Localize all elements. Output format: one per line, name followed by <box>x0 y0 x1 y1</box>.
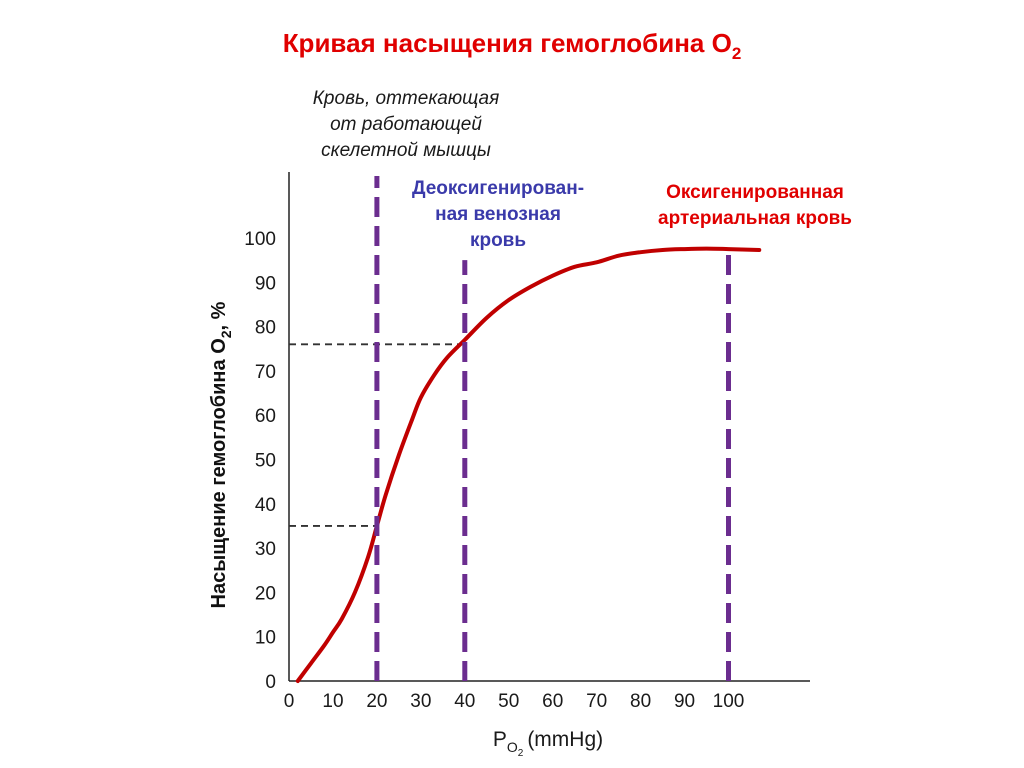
y-axis-label-subscript: 2 <box>218 330 234 338</box>
y-tick-label: 100 <box>244 229 276 250</box>
x-tick-label: 60 <box>542 691 563 712</box>
saturation-curve-layer <box>295 246 762 683</box>
marker-annotation-line: кровь <box>470 230 526 251</box>
tick-labels: 0 10 20 30 40 50 60 70 80 90 100 0 10 20 30 40 50 60 70 80 9… <box>244 229 744 712</box>
marker-annotation: Оксигенированная артериальная кровь <box>658 182 852 229</box>
marker-annotation-line: ная венозная <box>435 204 561 225</box>
annotations: Кровь, оттекающая от работающей скелетной … <box>313 88 852 251</box>
marker-annotation-line: от работающей <box>330 114 482 135</box>
chart-title-subscript: 2 <box>732 44 741 63</box>
x-axis-label-sub: O <box>507 739 518 755</box>
y-tick-label: 60 <box>255 406 276 427</box>
y-tick-label: 10 <box>255 628 276 649</box>
marker-annotation-line: артериальная кровь <box>658 208 852 229</box>
marker-annotation: Кровь, оттекающая от работающей скелетной … <box>313 88 500 161</box>
marker-annotation: Деоксигенирован-ная венозная кровь <box>412 178 584 251</box>
x-tick-label: 90 <box>674 691 695 712</box>
vertical-markers <box>374 175 731 681</box>
x-tick-label: 10 <box>322 691 343 712</box>
x-tick-label: 20 <box>366 691 387 712</box>
chart-title: Кривая насыщения гемоглобина O2 <box>283 28 742 63</box>
marker-annotation-line: скелетной мышцы <box>321 140 491 161</box>
y-tick-label: 0 <box>265 672 276 693</box>
y-tick-label: 20 <box>255 583 276 604</box>
x-tick-label: 50 <box>498 691 519 712</box>
saturation-curve <box>295 246 762 683</box>
x-tick-label: 80 <box>630 691 651 712</box>
x-axis-label: PO2(mmHg) <box>493 728 603 759</box>
y-axis-label-tail: , % <box>208 301 230 330</box>
x-axis-label-tail: (mmHg) <box>527 728 603 751</box>
y-tick-label: 70 <box>255 362 276 383</box>
y-tick-label: 30 <box>255 539 276 560</box>
y-tick-label: 80 <box>255 318 276 339</box>
x-tick-label: 30 <box>410 691 431 712</box>
marker-annotation-line: Кровь, оттекающая <box>313 88 500 109</box>
marker-annotation-line: Оксигенированная <box>666 182 844 203</box>
x-tick-label: 100 <box>713 691 745 712</box>
x-tick-label: 0 <box>284 691 295 712</box>
x-tick-label: 40 <box>454 691 475 712</box>
chart-title-main: Кривая насыщения гемоглобина O <box>283 28 732 58</box>
x-axis-label-p: P <box>493 728 507 751</box>
y-axis-label: Насыщение гемоглобина O2, % <box>208 301 234 608</box>
y-axis-label-main: Насыщение гемоглобина O <box>208 338 230 608</box>
x-axis-label-subsub: 2 <box>518 748 524 759</box>
y-tick-label: 50 <box>255 451 276 472</box>
x-tick-label: 70 <box>586 691 607 712</box>
y-tick-label: 40 <box>255 495 276 516</box>
y-tick-label: 90 <box>255 273 276 294</box>
marker-annotation-line: Деоксигенирован- <box>412 178 584 199</box>
